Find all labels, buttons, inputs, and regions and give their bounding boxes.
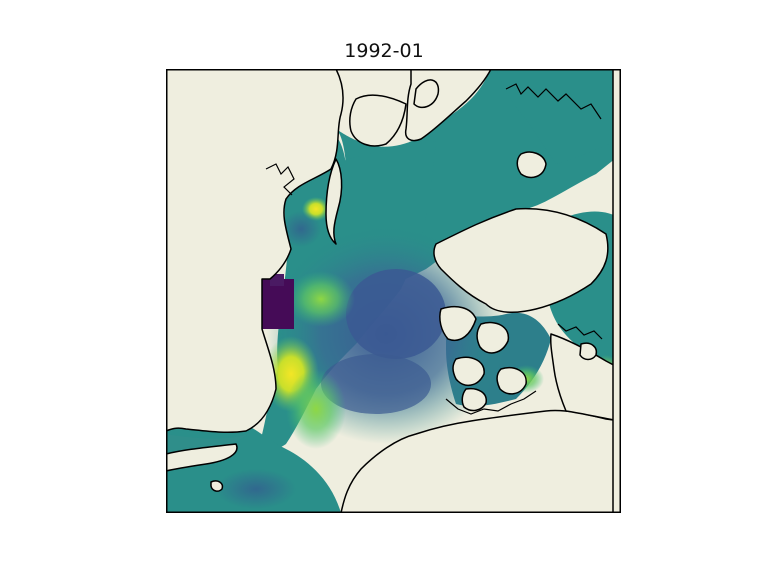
west-coastline bbox=[166, 69, 344, 433]
central-low-core-south bbox=[321, 354, 431, 414]
west-island-strip bbox=[325, 158, 343, 245]
east-island-small bbox=[579, 342, 598, 361]
right-edge-landmass bbox=[612, 69, 621, 513]
map-title: 1992-01 bbox=[344, 40, 424, 62]
low-region-southwest bbox=[216, 469, 296, 509]
archipelago-island-1 bbox=[439, 306, 477, 341]
low-region-west bbox=[281, 211, 321, 247]
archipelago-island-5 bbox=[461, 387, 487, 412]
central-low-core bbox=[346, 269, 446, 359]
map-border bbox=[166, 69, 621, 513]
minimum-region-edge bbox=[270, 274, 284, 286]
archipelago-island-3 bbox=[452, 356, 485, 386]
archipelago-island-2 bbox=[476, 321, 510, 354]
arctic-map bbox=[166, 69, 621, 513]
south-small-island bbox=[210, 480, 224, 492]
top-island-small bbox=[413, 79, 440, 109]
west-coast-jagged bbox=[265, 163, 295, 196]
archipelago-island-4 bbox=[496, 367, 527, 395]
east-coast-jagged bbox=[557, 323, 603, 340]
mid-region-south bbox=[286, 369, 346, 449]
mid-high-region bbox=[287, 271, 355, 327]
coast-details bbox=[265, 83, 603, 415]
northeast-sea bbox=[496, 69, 621, 164]
southwest-island bbox=[166, 443, 238, 472]
northeast-island bbox=[516, 151, 547, 179]
land-layer bbox=[166, 69, 621, 513]
map-frame bbox=[166, 69, 621, 513]
archipelago-coast bbox=[445, 390, 537, 415]
large-island bbox=[433, 207, 609, 314]
northeast-coast-jagged bbox=[505, 83, 602, 120]
minimum-region bbox=[262, 279, 294, 329]
northern-peninsula bbox=[349, 94, 407, 147]
